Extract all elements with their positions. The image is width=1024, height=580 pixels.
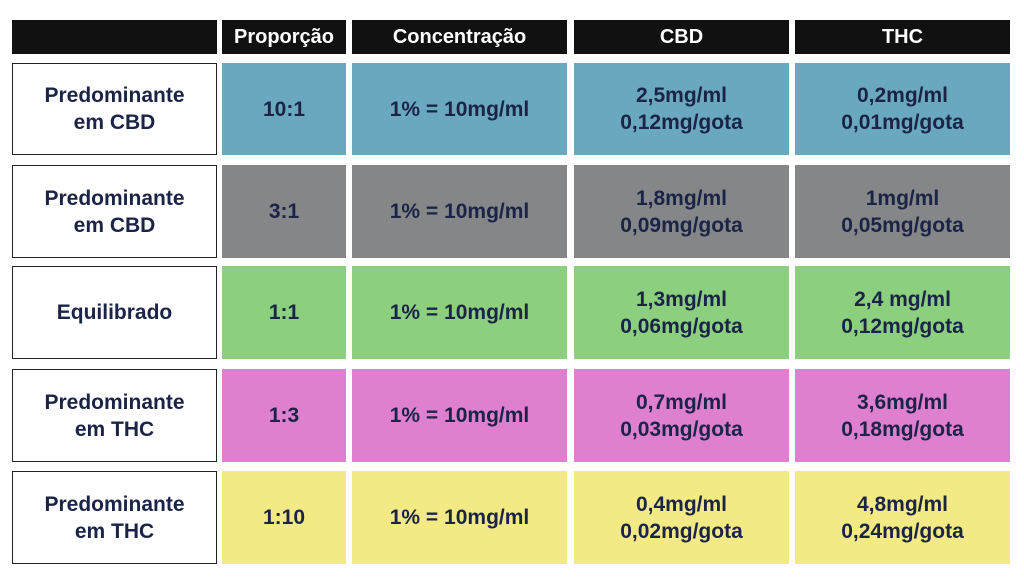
concentration-cell: 1% = 10mg/ml bbox=[352, 63, 567, 155]
ratio-cell: 1:3 bbox=[222, 369, 346, 462]
header-cell: THC bbox=[795, 20, 1010, 54]
cbd-cell: 2,5mg/ml 0,12mg/gota bbox=[574, 63, 789, 155]
cell-text: 0,09mg/gota bbox=[620, 213, 743, 237]
cell-text: Proporção bbox=[233, 25, 335, 48]
cell-text: 1% = 10mg/ml bbox=[389, 301, 530, 324]
thc-cell: 2,4 mg/ml 0,12mg/gota bbox=[795, 266, 1010, 359]
ratio-cell: 1:10 bbox=[222, 471, 346, 564]
cell-text: 0,12mg/gota bbox=[841, 314, 964, 338]
cell-text: 1,8mg/ml bbox=[635, 186, 728, 210]
ratio-cell: 1:1 bbox=[222, 266, 346, 359]
cell-text: 1mg/ml bbox=[865, 186, 940, 210]
cell-text: 0,05mg/gota bbox=[841, 213, 964, 237]
header-cell: CBD bbox=[574, 20, 789, 54]
cell-text: 1% = 10mg/ml bbox=[389, 200, 530, 223]
cell-text: 1:3 bbox=[268, 404, 300, 427]
cbd-cell: 1,8mg/ml 0,09mg/gota bbox=[574, 165, 789, 258]
thc-cell: 1mg/ml 0,05mg/gota bbox=[795, 165, 1010, 258]
cell-text: 1% = 10mg/ml bbox=[389, 506, 530, 529]
cell-text: em CBD bbox=[73, 111, 156, 134]
cell-text: 2,4 mg/ml bbox=[854, 287, 951, 311]
cbd-cell: 0,4mg/ml 0,02mg/gota bbox=[574, 471, 789, 564]
cell-text: Predominante bbox=[44, 390, 185, 414]
cell-text: 0,01mg/gota bbox=[841, 111, 964, 134]
cell-text: THC bbox=[881, 25, 924, 48]
ratio-cell: 10:1 bbox=[222, 63, 346, 155]
cell-text: 1% = 10mg/ml bbox=[389, 97, 530, 121]
cell-text: 0,18mg/gota bbox=[841, 417, 964, 441]
concentration-cell: 1% = 10mg/ml bbox=[352, 369, 567, 462]
cell-text: 3:1 bbox=[268, 200, 300, 223]
cell-text: 1,3mg/ml bbox=[635, 287, 728, 311]
thc-cell: 0,2mg/ml 0,01mg/gota bbox=[795, 63, 1010, 155]
cell-text: 0,24mg/gota bbox=[841, 519, 964, 543]
thc-cell: 4,8mg/ml 0,24mg/gota bbox=[795, 471, 1010, 564]
cell-text: em THC bbox=[74, 519, 155, 543]
cell-text: 0,7mg/ml bbox=[635, 390, 728, 414]
cbd-cell: 1,3mg/ml 0,06mg/gota bbox=[574, 266, 789, 359]
cell-text: Predominante bbox=[44, 84, 185, 107]
cell-text: 0,03mg/gota bbox=[620, 417, 743, 441]
concentration-cell: 1% = 10mg/ml bbox=[352, 165, 567, 258]
cell-text: 3,6mg/ml bbox=[856, 390, 949, 414]
ratio-cell: 3:1 bbox=[222, 165, 346, 258]
header-cell: Proporção bbox=[222, 20, 346, 54]
cell-text: em THC bbox=[74, 417, 155, 441]
cell-text: Concentração bbox=[392, 25, 527, 48]
cell-text: 1% = 10mg/ml bbox=[389, 404, 530, 427]
thc-cell: 3,6mg/ml 0,18mg/gota bbox=[795, 369, 1010, 462]
concentration-cell: 1% = 10mg/ml bbox=[352, 266, 567, 359]
header-blank bbox=[12, 20, 217, 54]
cell-text: 1:1 bbox=[268, 301, 300, 324]
concentration-cell: 1% = 10mg/ml bbox=[352, 471, 567, 564]
cell-text: 0,02mg/gota bbox=[620, 519, 743, 543]
header-cell: Concentração bbox=[352, 20, 567, 54]
cell-text: CBD bbox=[659, 25, 704, 48]
cell-text: 4,8mg/ml bbox=[856, 492, 949, 516]
row-label: Predominante em CBD bbox=[12, 165, 217, 258]
cell-text: 0,06mg/gota bbox=[620, 314, 743, 338]
row-label: Predominante em THC bbox=[12, 369, 217, 462]
cell-text: Predominante bbox=[44, 186, 185, 210]
cbd-cell: 0,7mg/ml 0,03mg/gota bbox=[574, 369, 789, 462]
cell-text: 1:10 bbox=[262, 506, 306, 529]
row-label: Predominante em CBD bbox=[12, 63, 217, 155]
cell-text: Equilibrado bbox=[56, 301, 173, 324]
row-label: Equilibrado bbox=[12, 266, 217, 359]
cell-text: 0,12mg/gota bbox=[620, 111, 743, 134]
row-label: Predominante em THC bbox=[12, 471, 217, 564]
cell-text: em CBD bbox=[73, 213, 156, 237]
cell-text: Predominante bbox=[44, 492, 185, 516]
cell-text: 10:1 bbox=[262, 97, 306, 121]
cell-text: 0,2mg/ml bbox=[856, 84, 949, 107]
cell-text: 2,5mg/ml bbox=[635, 84, 728, 107]
cell-text: 0,4mg/ml bbox=[635, 492, 728, 516]
